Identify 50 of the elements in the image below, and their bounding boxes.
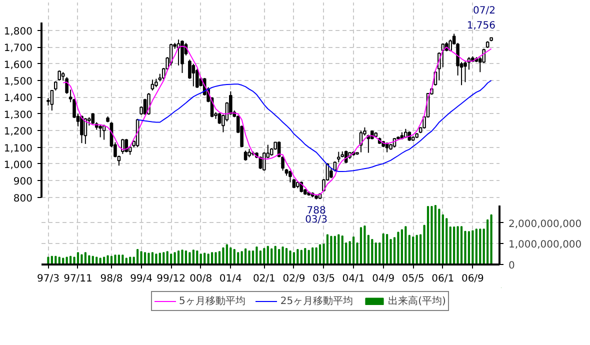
x-tick-label: 06/1 [432,274,454,284]
x-tick-label: 06/9 [461,274,484,284]
y-tick-label: 1,500 [4,76,33,88]
x-tick-label: 99/4 [130,274,153,284]
candlestick [441,42,445,68]
y2-tick-label: 0 [508,260,515,272]
y2-tick-label: 2,000,000,000 [508,218,582,230]
y-tick-label: 1,600 [4,60,33,71]
y-tick-label: 1,200 [4,126,33,138]
x-tick-label: 01/4 [219,274,242,284]
line-series [137,80,492,172]
candlestick [98,124,102,138]
candlestick [192,63,196,87]
y-tick-label: 1,400 [4,93,33,104]
x-tick-label: 05/5 [402,274,424,284]
legend-label: 5ヶ月移動平均 [179,295,246,308]
annotation: 1,756 [466,20,496,32]
legend-label: 25ヶ月移動平均 [280,295,354,308]
legend-label: 出来高(平均) [388,294,446,308]
y-tick-label: 800 [13,193,33,204]
annotation: 788 [306,205,326,216]
y-tick-label: 1,100 [4,143,33,154]
x-tick-label: 02/9 [282,274,306,284]
candlestick [150,79,154,91]
x-tick-label: 03/5 [312,274,335,284]
x-tick-label: 97/3 [36,274,60,284]
y-tick-label: 1,300 [4,110,33,121]
x-tick-label: 02/1 [252,274,276,284]
x-tick-label: 97/11 [64,274,92,284]
x-tick-label: 04/9 [372,274,395,284]
y2-tick-label: 1,000,000,000 [508,240,582,251]
candlestick [195,68,199,88]
annotation: 03/3 [305,214,328,226]
candlestick [464,60,467,83]
annotation: 07/2 [473,6,496,16]
candlestick [58,70,62,81]
x-tick-label: 04/1 [342,274,365,284]
x-tick-label: 00/8 [190,274,212,284]
x-tick-label: 99/12 [156,274,186,284]
y-tick-label: 1,700 [4,43,33,54]
candlestick [124,138,128,153]
candlestick [50,90,54,112]
candlestick [121,138,124,154]
candlestick [80,115,84,144]
y-tick-label: 1,800 [4,26,33,38]
y-tick-label: 900 [13,176,33,188]
candlestick [288,170,292,183]
candlestick [180,40,184,74]
y-tick-label: 1,000 [4,160,33,171]
x-tick-label: 98/8 [100,274,123,284]
